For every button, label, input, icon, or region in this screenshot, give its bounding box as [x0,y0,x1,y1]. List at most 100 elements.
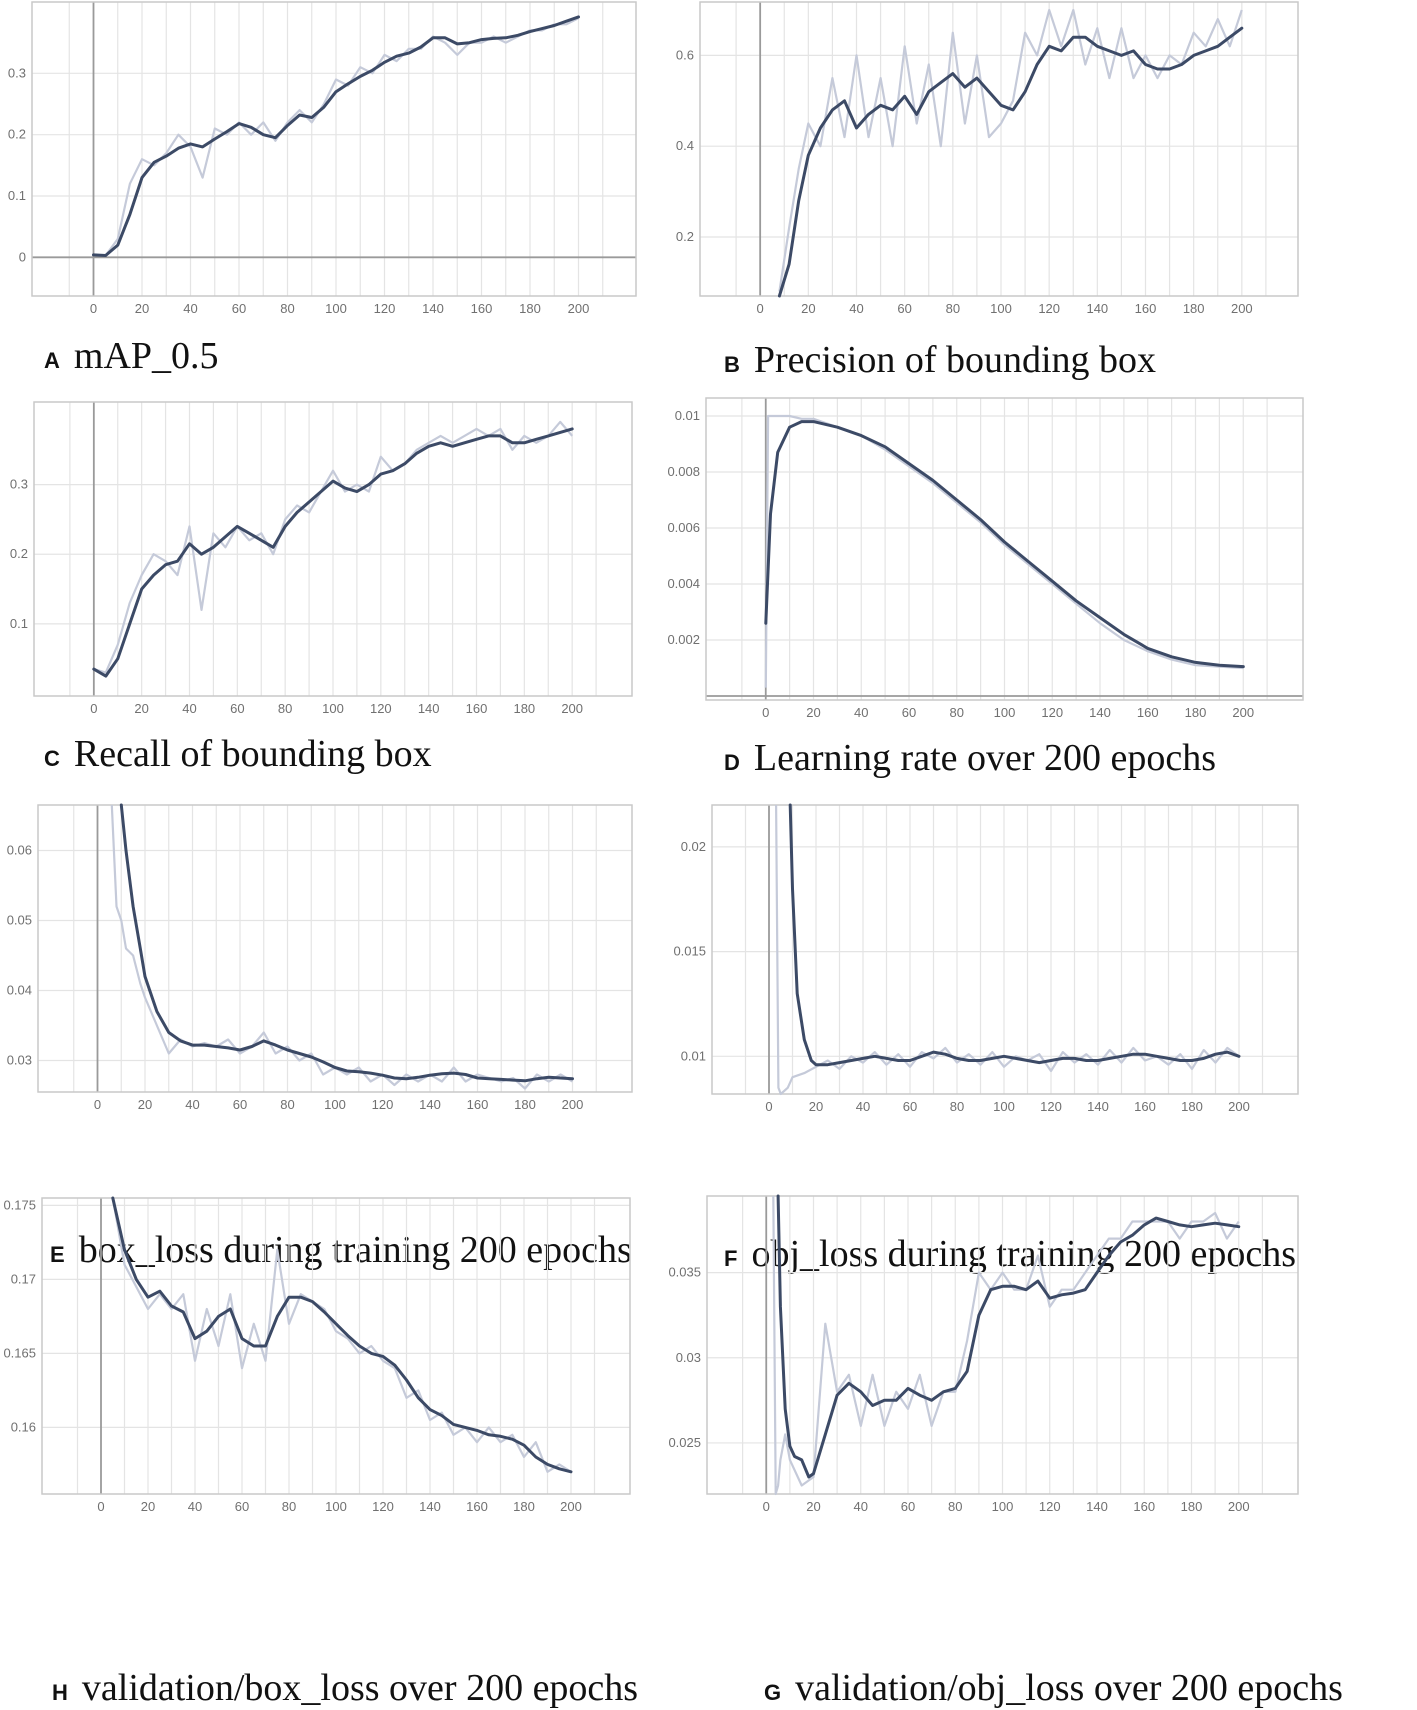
x-tick-label: 80 [280,301,294,316]
x-tick-label: 120 [1041,705,1063,720]
x-tick-label: 140 [419,1097,441,1112]
x-tick-label: 60 [897,301,911,316]
y-tick-label: 0 [19,249,26,264]
y-tick-label: 0.025 [668,1435,701,1450]
chart-d-caption-text: Learning rate over 200 epochs [753,737,1217,779]
chart-panel-g: 0 20 40 60 80 100 120 140 160 180 200 0.025 0.03 0.03… [668,1194,1417,1709]
chart-d-caption-letter: D [724,750,740,775]
chart-f-caption-text: obj_loss during training 200 epochs [751,1233,1297,1275]
x-tick-label: 0 [90,701,97,716]
x-tick-label: 60 [235,1499,249,1514]
x-tick-label: 0 [90,301,97,316]
chart-g-caption-text: validation/obj_loss over 200 epochs [795,1667,1343,1709]
x-tick-label: 20 [134,701,148,716]
y-tick-label: 0.17 [11,1271,36,1286]
y-tick-label: 0.4 [676,138,694,153]
x-tick-label: 160 [1135,301,1157,316]
plot-frame [41,1197,631,1495]
y-tick-label: 0.175 [3,1197,36,1212]
x-tick-label: 20 [141,1499,155,1514]
chart-f-plot: 0 20 40 60 80 100 120 140 160 180 200 0.01 0.015 0.02 [673,803,1299,1114]
series-smoothed-line [92,15,580,257]
y-tick-label: 0.01 [675,408,700,423]
chart-a-caption-letter: A [44,348,60,373]
x-tick-label: 100 [325,1499,347,1514]
chart-c-caption-letter: C [44,746,60,771]
series-raw-line [764,414,1244,688]
x-tick-label: 180 [514,1097,536,1112]
chart-c-caption-text: Recall of bounding box [73,733,432,775]
series-raw-line [93,420,574,674]
chart-g-caption-letter: G [764,1680,782,1705]
series-smoothed-line [119,803,574,1083]
x-tick-label: 140 [422,301,444,316]
y-tick-label: 0.035 [668,1265,701,1280]
x-tick-label: 140 [1089,705,1111,720]
x-tick-label: 120 [1040,1099,1062,1114]
x-tick-label: 80 [282,1499,296,1514]
y-tick-label: 0.002 [667,632,700,647]
x-tick-label: 60 [902,705,916,720]
chart-c-plot: 0 20 40 60 80 100 120 140 160 180 200 0.1 0.2 0.3 [10,401,633,716]
x-tick-label: 0 [763,1499,770,1514]
x-tick-label: 200 [1228,1099,1250,1114]
x-tick-label: 100 [324,1097,346,1112]
x-tick-label: 80 [278,701,292,716]
x-tick-label: 180 [1181,1499,1203,1514]
x-tick-label: 0 [97,1499,104,1514]
chart-panel-e: 0 20 40 60 80 100 120 140 160 180 200 0.03 0.04 0.05 0… [0,803,700,1290]
y-tick-label: 0.1 [8,188,26,203]
x-tick-label: 100 [325,301,347,316]
x-tick-label: 160 [466,701,488,716]
x-tick-label: 160 [1133,1499,1155,1514]
x-tick-label: 40 [849,301,863,316]
x-tick-label: 160 [467,1097,489,1112]
x-tick-label: 40 [185,1097,199,1112]
y-tick-label: 0.05 [7,913,32,928]
y-tick-label: 0.015 [673,944,706,959]
x-tick-label: 80 [948,1499,962,1514]
x-tick-label: 180 [1185,705,1207,720]
x-tick-label: 100 [322,701,344,716]
chart-f-caption-letter: F [724,1246,738,1271]
x-tick-label: 20 [806,1499,820,1514]
x-tick-label: 140 [1086,301,1108,316]
series-smoothed-line [776,1194,1241,1479]
x-tick-label: 20 [809,1099,823,1114]
x-tick-label: 200 [561,701,583,716]
y-tick-label: 0.008 [667,464,700,479]
series-smoothed-line [111,1196,573,1474]
x-tick-label: 120 [1038,301,1060,316]
x-tick-label: 60 [903,1099,917,1114]
plot-frame [33,401,633,697]
y-tick-label: 0.01 [681,1048,706,1063]
x-tick-label: 40 [856,1099,870,1114]
x-tick-label: 40 [183,301,197,316]
y-tick-label: 0.004 [667,576,700,591]
chart-b-caption: B Precision of bounding box [724,338,1156,382]
x-tick-label: 200 [1232,705,1254,720]
chart-e-caption-text: box_loss during training 200 epochs [78,1229,632,1271]
chart-g-plot: 0 20 40 60 80 100 120 140 160 180 200 0.025 0.03 0.03… [668,1194,1299,1514]
y-tick-label: 0.6 [676,47,694,62]
chart-panel-b: 0 20 40 60 80 100 120 140 160 180 200 0.2 0.4 0.6 B Pr… [676,0,1417,410]
chart-e-caption-letter: E [50,1242,65,1267]
y-tick-label: 0.2 [676,229,694,244]
x-tick-label: 100 [993,1099,1015,1114]
x-tick-label: 0 [765,1099,772,1114]
chart-a-plot: 0 20 40 60 80 100 120 140 160 180 200 0 0.1 0.2 0.3 [8,1,637,316]
x-tick-label: 160 [1137,705,1159,720]
x-tick-label: 140 [419,1499,441,1514]
chart-panel-f: 0 20 40 60 80 100 120 140 160 180 200 0.01 0.015 0.02… [673,803,1417,1290]
chart-h-plot: 0 20 40 60 80 100 120 140 160 180 200 0.16 0.165 0.17… [3,1196,631,1514]
x-tick-label: 40 [188,1499,202,1514]
y-tick-label: 0.3 [8,65,26,80]
x-tick-label: 120 [372,1097,394,1112]
x-tick-label: 80 [946,301,960,316]
x-tick-label: 100 [990,301,1012,316]
x-tick-label: 180 [513,1499,535,1514]
chart-a-caption-text: mAP_0.5 [73,335,219,377]
